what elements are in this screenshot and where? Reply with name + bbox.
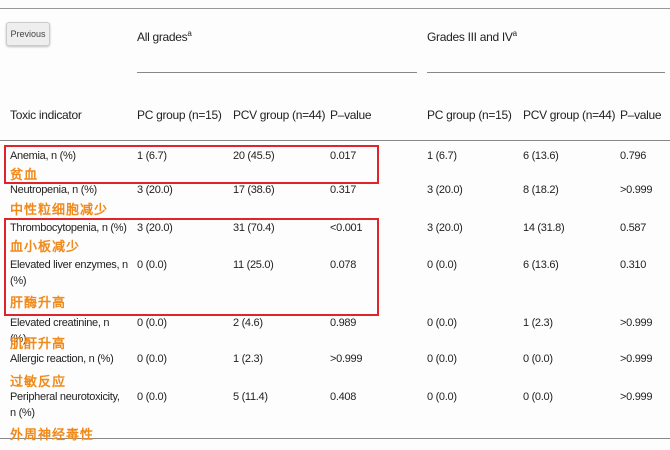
cell: 17 (38.6) [233,184,275,196]
column-header: PC group (n=15) [427,108,512,122]
row-label: Anemia, n (%) [10,150,76,162]
bottom-rule [0,438,670,439]
cell: >0.999 [620,317,653,329]
annotation: 中性粒细胞减少 [10,202,109,217]
row-label: Elevated creatinine, n (%) [10,317,110,345]
cell: 0 (0.0) [427,391,457,403]
highlight-box [4,218,379,316]
cell: 0.017 [330,150,357,162]
cell: 6 (13.6) [523,150,559,162]
footnote-mark: a [512,29,517,38]
cell: 20 (45.5) [233,150,275,162]
annotation: 肌酐升高 [10,336,67,351]
cell: 0.989 [330,317,357,329]
annotation: 贫血 [10,167,39,182]
cell: 3 (20.0) [427,222,463,234]
cell: 11 (25.0) [233,259,274,271]
cell: 0 (0.0) [523,391,553,403]
cell: 14 (31.8) [523,222,565,234]
cell: 3 (20.0) [137,222,173,234]
row-label: Elevated liver enzymes, n (%) [10,259,128,287]
cell: >0.999 [620,353,653,365]
annotation: 外周神经毒性 [10,427,95,442]
cell: 0 (0.0) [523,353,553,365]
cell: 1 (2.3) [523,317,553,329]
cell: 0.310 [620,259,647,271]
cell: 8 (18.2) [523,184,559,196]
cell: 3 (20.0) [427,184,463,196]
cell: <0.001 [330,222,363,234]
annotation: 血小板减少 [10,239,81,254]
row-label: Thrombocytopenia, n (%) [10,222,127,234]
cell: 0 (0.0) [137,317,167,329]
group-label: All grades [137,30,188,44]
row-label: Allergic reaction, n (%) [10,353,114,365]
cell: 0.587 [620,222,647,234]
cell: 0 (0.0) [137,353,167,365]
column-header: Toxic indicator [10,108,82,122]
cell: 1 (6.7) [137,150,167,162]
cell: 0 (0.0) [137,391,167,403]
annotation: 过敏反应 [10,374,67,389]
highlight-box [4,145,379,184]
annotation: 肝酶升高 [10,295,67,310]
cell: >0.999 [620,391,653,403]
group-label: Grades III and IV [427,30,513,44]
column-header: P–value [330,108,372,122]
cell: 2 (4.6) [233,317,263,329]
column-header: P–value [620,108,662,122]
top-rule [0,8,670,9]
row-label: Peripheral neurotoxicity, n (%) [10,391,120,419]
cell: 0.078 [330,259,357,271]
cell: 6 (13.6) [523,259,559,271]
cell: 5 (11.4) [233,391,268,403]
cell: 0.408 [330,391,357,403]
column-header: PCV group (n=44) [233,108,326,122]
cell: 0.317 [330,184,357,196]
cell: 0 (0.0) [137,259,167,271]
cell: 1 (2.3) [233,353,263,365]
cell: >0.999 [330,353,363,365]
group-rule [137,72,417,73]
group-header: Grades III and IVa [427,26,517,45]
column-header: PCV group (n=44) [523,108,616,122]
cell: 31 (70.4) [233,222,275,234]
row-label: Neutropenia, n (%) [10,184,97,196]
cell: 0 (0.0) [427,353,457,365]
group-rule [427,72,665,73]
previous-button[interactable]: Previous [6,22,50,46]
cell: 0.796 [620,150,647,162]
cell: >0.999 [620,184,653,196]
cell: 0 (0.0) [427,317,457,329]
header-rule [0,140,670,141]
cell: 1 (6.7) [427,150,457,162]
group-header: All gradesa [137,26,192,45]
footnote-mark: a [187,29,192,38]
cell: 0 (0.0) [427,259,457,271]
column-header: PC group (n=15) [137,108,222,122]
cell: 3 (20.0) [137,184,173,196]
